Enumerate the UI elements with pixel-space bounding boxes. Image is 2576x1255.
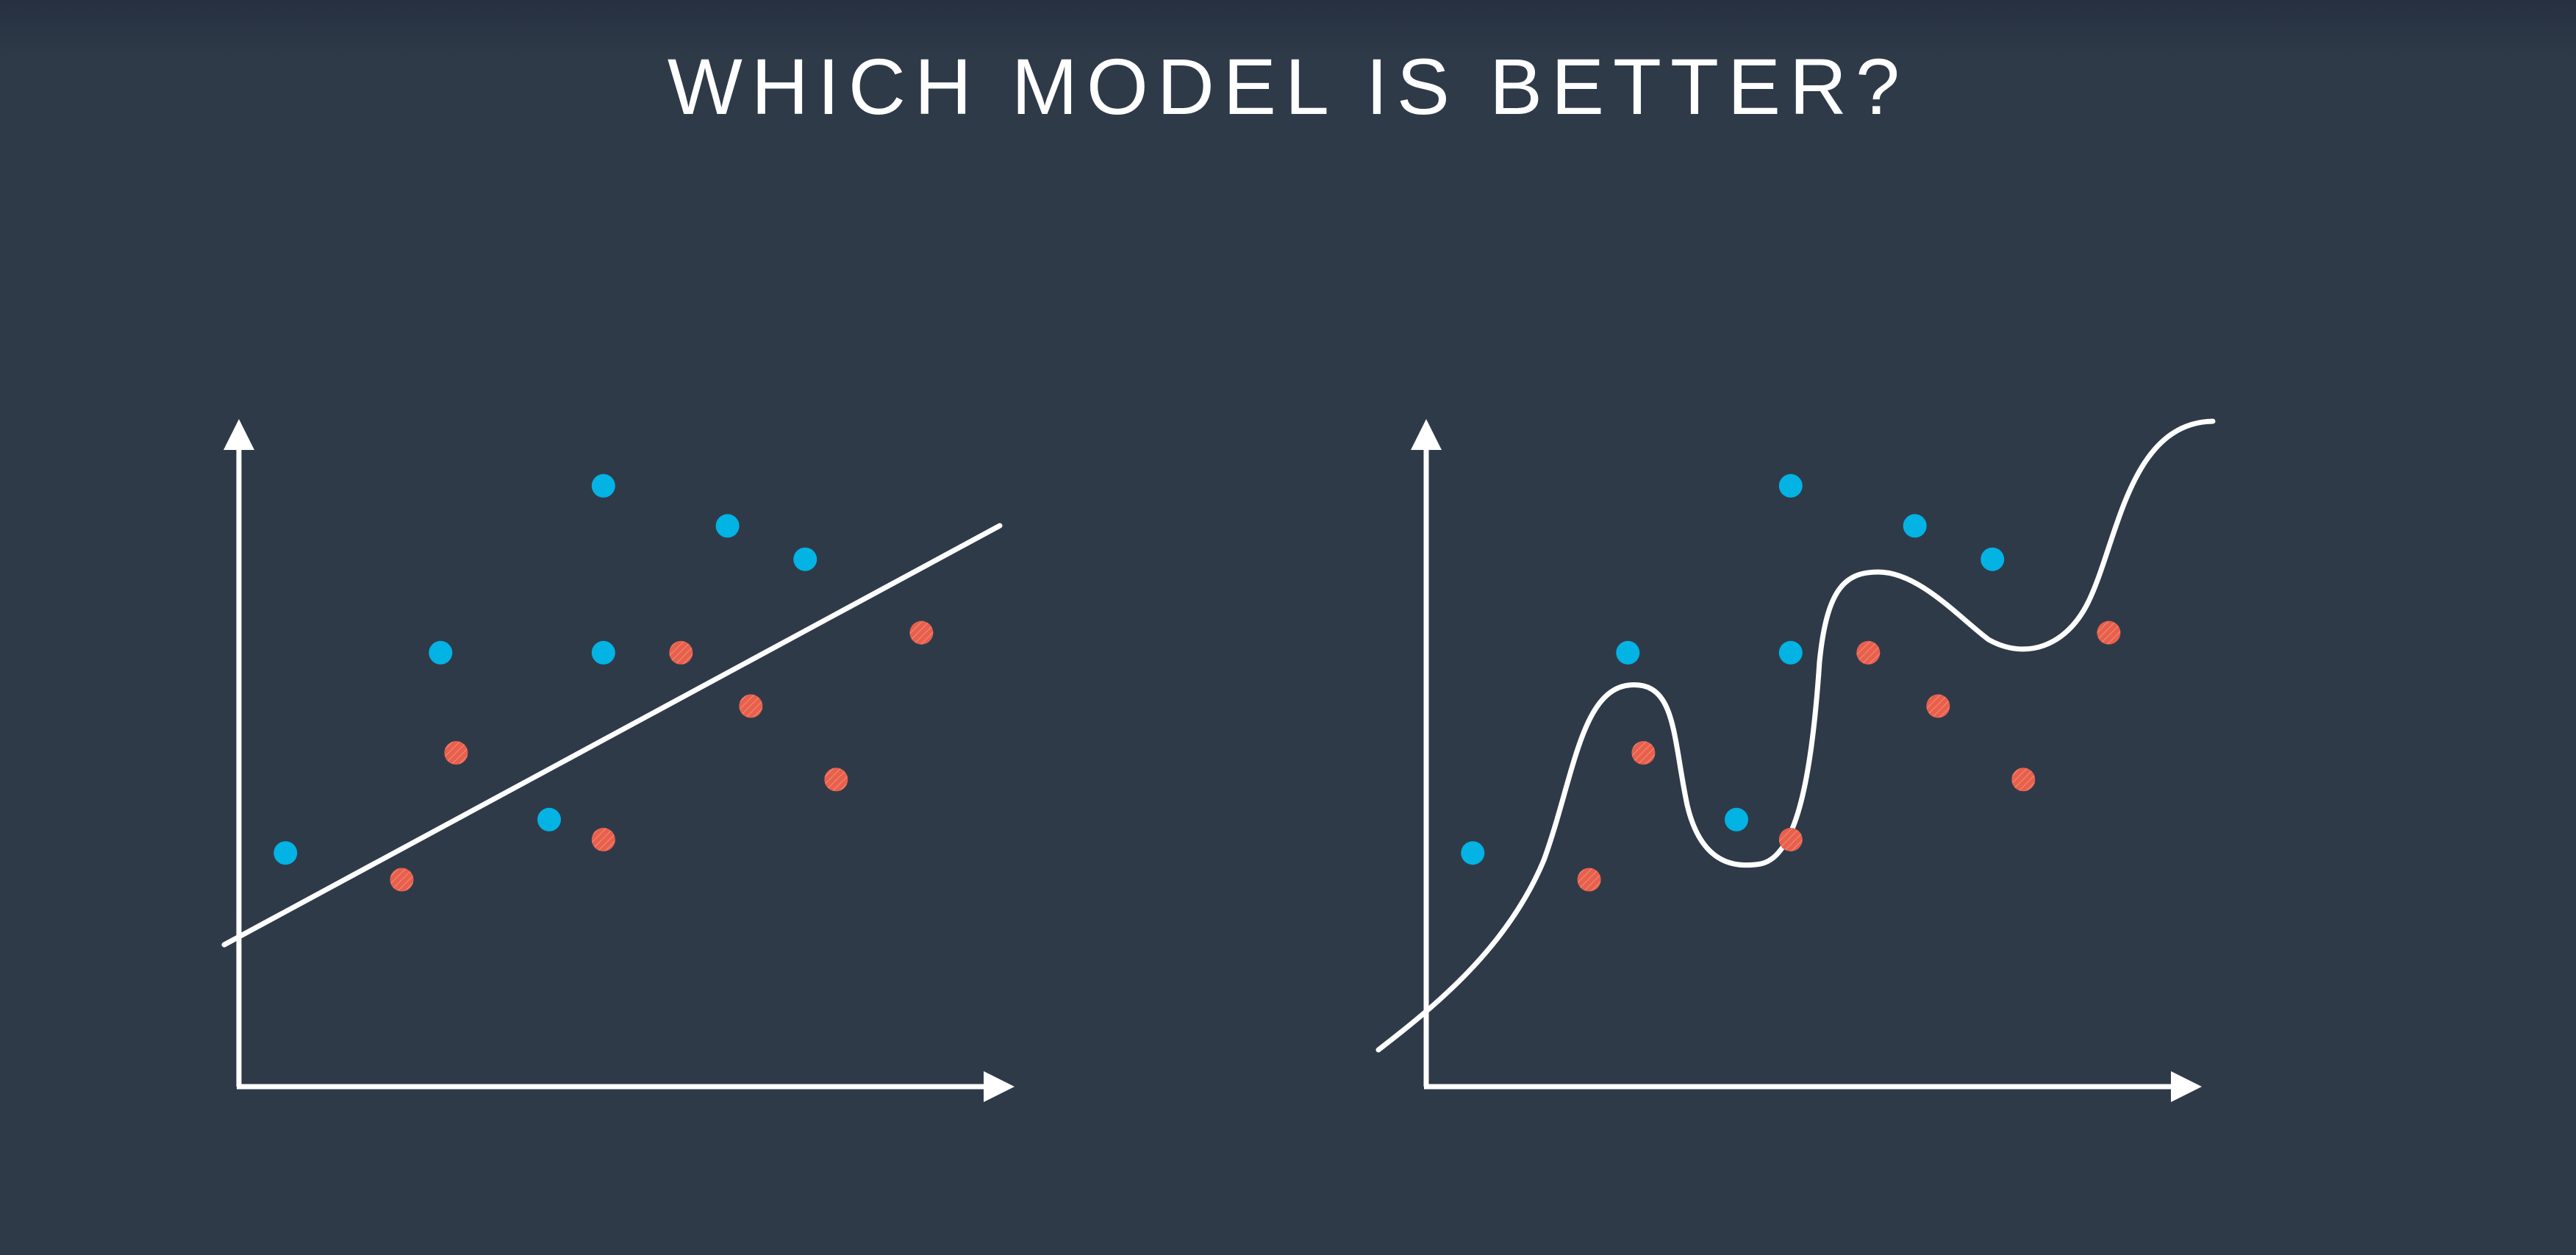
blue-point (1725, 807, 1748, 832)
wiggly-model-points (1461, 473, 2121, 892)
blue-point (591, 640, 615, 665)
blue-point (793, 547, 817, 571)
y-axis-arrow-icon (1411, 419, 1442, 450)
red-point (669, 640, 693, 665)
wiggly-model-curve (1375, 418, 2216, 1053)
linear-model-points (273, 473, 934, 892)
red-point (2011, 768, 2036, 792)
blue-point (1981, 547, 2005, 571)
x-axis-arrow-icon (2171, 1071, 2202, 1102)
red-point (1926, 694, 1950, 718)
x-axis (1424, 1071, 2202, 1102)
red-point (1577, 868, 1601, 892)
blue-point (715, 514, 740, 538)
blue-point (1778, 473, 1803, 498)
red-point (824, 768, 848, 792)
red-point (1631, 741, 1656, 765)
blue-point (273, 841, 298, 865)
wiggly-model-diagram (1375, 418, 2216, 1102)
y-axis (223, 419, 254, 1087)
x-axis-arrow-icon (984, 1071, 1015, 1102)
blue-point (591, 473, 615, 498)
x-axis (237, 1071, 1015, 1102)
blue-point (1903, 514, 1927, 538)
red-point (739, 694, 763, 718)
red-point (2097, 621, 2121, 645)
blue-point (429, 640, 453, 665)
linear-model-line (221, 523, 1003, 948)
red-point (1778, 828, 1803, 851)
red-point (591, 828, 615, 851)
linear-model-diagram (221, 419, 1015, 1102)
slide-title: WHICH MODEL IS BETTER? (667, 42, 1909, 131)
blue-point (537, 807, 561, 832)
blue-point (1778, 640, 1803, 665)
red-point (909, 621, 934, 645)
y-axis-arrow-icon (223, 419, 254, 450)
red-point (1856, 640, 1881, 665)
red-point (444, 741, 468, 765)
blue-point (1616, 640, 1640, 665)
blue-point (1461, 841, 1485, 865)
y-axis (1411, 419, 1442, 1087)
red-point (390, 868, 414, 892)
